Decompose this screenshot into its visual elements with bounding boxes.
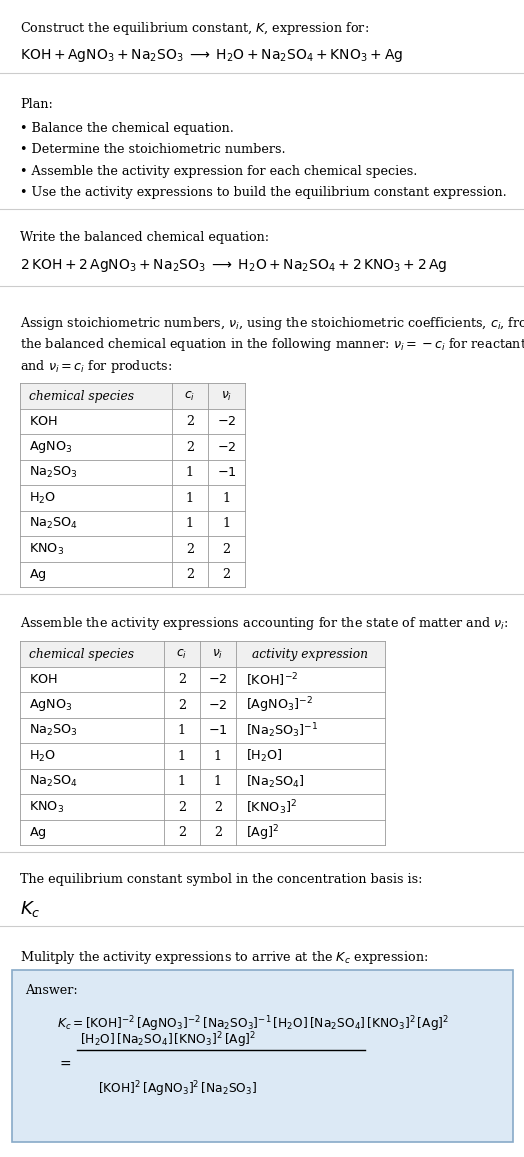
Text: $\mathrm{KOH}$: $\mathrm{KOH}$ — [29, 415, 58, 428]
Text: $-2$: $-2$ — [217, 441, 236, 454]
Text: $\mathrm{2\,KOH + 2\,AgNO_3 + Na_2SO_3 \;\longrightarrow\; H_2O + Na_2SO_4 + 2\,: $\mathrm{2\,KOH + 2\,AgNO_3 + Na_2SO_3 \… — [20, 257, 447, 274]
Text: $\nu_i$: $\nu_i$ — [212, 648, 224, 661]
Text: 1: 1 — [186, 517, 194, 530]
Text: 2: 2 — [186, 441, 194, 454]
Text: chemical species: chemical species — [29, 390, 134, 403]
Text: $K_c$: $K_c$ — [20, 899, 40, 920]
Text: 1: 1 — [214, 750, 222, 762]
Text: 1: 1 — [223, 517, 231, 530]
FancyBboxPatch shape — [12, 971, 513, 1142]
Text: 2: 2 — [178, 801, 186, 813]
Text: Assign stoichiometric numbers, $\nu_i$, using the stoichiometric coefficients, $: Assign stoichiometric numbers, $\nu_i$, … — [20, 315, 524, 332]
Text: $[\mathrm{Na_2SO_3}]^{-1}$: $[\mathrm{Na_2SO_3}]^{-1}$ — [246, 722, 318, 740]
Text: $[\mathrm{H_2O}]$: $[\mathrm{H_2O}]$ — [246, 749, 283, 765]
Text: $c_i$: $c_i$ — [184, 390, 195, 403]
Text: $-2$: $-2$ — [208, 673, 228, 686]
Text: $\mathrm{Ag}$: $\mathrm{Ag}$ — [29, 825, 47, 841]
Text: Write the balanced chemical equation:: Write the balanced chemical equation: — [20, 231, 269, 244]
Text: • Use the activity expressions to build the equilibrium constant expression.: • Use the activity expressions to build … — [20, 186, 507, 199]
Bar — [20, 383, 245, 410]
Text: 1: 1 — [214, 775, 222, 788]
Text: 1: 1 — [186, 466, 194, 479]
Text: $\mathrm{Na_2SO_3}$: $\mathrm{Na_2SO_3}$ — [29, 723, 78, 738]
Text: $\mathrm{KNO_3}$: $\mathrm{KNO_3}$ — [29, 799, 64, 815]
Text: $[\mathrm{AgNO_3}]^{-2}$: $[\mathrm{AgNO_3}]^{-2}$ — [246, 695, 313, 715]
Text: 1: 1 — [178, 724, 186, 737]
Text: Assemble the activity expressions accounting for the state of matter and $\nu_i$: Assemble the activity expressions accoun… — [20, 616, 509, 633]
Text: 2: 2 — [222, 568, 231, 581]
Text: activity expression: activity expression — [253, 648, 368, 661]
Text: 2: 2 — [178, 699, 186, 712]
Text: $\mathrm{Ag}$: $\mathrm{Ag}$ — [29, 567, 47, 583]
Text: Mulitply the activity expressions to arrive at the $K_c$ expression:: Mulitply the activity expressions to arr… — [20, 950, 428, 966]
Text: $[\mathrm{H_2O}]\,[\mathrm{Na_2SO_4}]\,[\mathrm{KNO_3}]^{2}\,[\mathrm{Ag}]^{2}$: $[\mathrm{H_2O}]\,[\mathrm{Na_2SO_4}]\,[… — [80, 1031, 256, 1051]
Text: the balanced chemical equation in the following manner: $\nu_i = -c_i$ for react: the balanced chemical equation in the fo… — [20, 337, 524, 354]
Text: The equilibrium constant symbol in the concentration basis is:: The equilibrium constant symbol in the c… — [20, 874, 422, 886]
Text: 2: 2 — [178, 673, 186, 686]
Text: $K_c = [\mathrm{KOH}]^{-2}\,[\mathrm{AgNO_3}]^{-2}\,[\mathrm{Na_2SO_3}]^{-1}\,[\: $K_c = [\mathrm{KOH}]^{-2}\,[\mathrm{AgN… — [57, 1015, 449, 1034]
Text: $\mathrm{KOH}$: $\mathrm{KOH}$ — [29, 673, 58, 686]
Text: $=$: $=$ — [57, 1055, 72, 1069]
Text: 1: 1 — [178, 775, 186, 788]
Text: $[\mathrm{Ag}]^{2}$: $[\mathrm{Ag}]^{2}$ — [246, 823, 280, 842]
Text: 2: 2 — [186, 543, 194, 555]
Text: $-1$: $-1$ — [216, 466, 236, 479]
Text: $[\mathrm{KOH}]^{2}\,[\mathrm{AgNO_3}]^{2}\,[\mathrm{Na_2SO_3}]$: $[\mathrm{KOH}]^{2}\,[\mathrm{AgNO_3}]^{… — [98, 1079, 257, 1099]
Text: • Balance the chemical equation.: • Balance the chemical equation. — [20, 121, 234, 135]
Text: 2: 2 — [186, 415, 194, 428]
Text: $\mathrm{KOH + AgNO_3 + Na_2SO_3 \;\longrightarrow\; H_2O + Na_2SO_4 + KNO_3 + A: $\mathrm{KOH + AgNO_3 + Na_2SO_3 \;\long… — [20, 47, 403, 64]
Text: $\mathrm{H_2O}$: $\mathrm{H_2O}$ — [29, 491, 56, 506]
Text: Plan:: Plan: — [20, 98, 53, 111]
Text: $-1$: $-1$ — [208, 724, 228, 737]
Text: 2: 2 — [214, 801, 222, 813]
Text: 1: 1 — [223, 492, 231, 504]
Text: $[\mathrm{KNO_3}]^{2}$: $[\mathrm{KNO_3}]^{2}$ — [246, 798, 297, 817]
Text: $\mathrm{KNO_3}$: $\mathrm{KNO_3}$ — [29, 541, 64, 557]
Text: • Determine the stoichiometric numbers.: • Determine the stoichiometric numbers. — [20, 143, 286, 156]
Text: 2: 2 — [214, 826, 222, 839]
Text: $[\mathrm{Na_2SO_4}]$: $[\mathrm{Na_2SO_4}]$ — [246, 774, 305, 790]
Text: 1: 1 — [186, 492, 194, 504]
Text: $[\mathrm{KOH}]^{-2}$: $[\mathrm{KOH}]^{-2}$ — [246, 671, 298, 688]
Text: and $\nu_i = c_i$ for products:: and $\nu_i = c_i$ for products: — [20, 358, 172, 375]
Text: $\mathrm{Na_2SO_4}$: $\mathrm{Na_2SO_4}$ — [29, 516, 78, 531]
Text: chemical species: chemical species — [29, 648, 134, 661]
Text: Construct the equilibrium constant, $K$, expression for:: Construct the equilibrium constant, $K$,… — [20, 20, 369, 37]
Text: 2: 2 — [178, 826, 186, 839]
Text: $-2$: $-2$ — [208, 699, 228, 712]
Bar — [20, 641, 385, 666]
Text: $\mathrm{AgNO_3}$: $\mathrm{AgNO_3}$ — [29, 698, 72, 713]
Text: 2: 2 — [222, 543, 231, 555]
Text: • Assemble the activity expression for each chemical species.: • Assemble the activity expression for e… — [20, 165, 418, 178]
Text: $\nu_i$: $\nu_i$ — [221, 390, 232, 403]
Text: $\mathrm{Na_2SO_4}$: $\mathrm{Na_2SO_4}$ — [29, 774, 78, 789]
Text: $\mathrm{Na_2SO_3}$: $\mathrm{Na_2SO_3}$ — [29, 465, 78, 480]
Text: $\mathrm{H_2O}$: $\mathrm{H_2O}$ — [29, 749, 56, 764]
Text: 2: 2 — [186, 568, 194, 581]
Text: $\mathrm{AgNO_3}$: $\mathrm{AgNO_3}$ — [29, 440, 72, 455]
Text: $c_i$: $c_i$ — [177, 648, 188, 661]
Text: Answer:: Answer: — [25, 985, 78, 997]
Text: 1: 1 — [178, 750, 186, 762]
Text: $-2$: $-2$ — [217, 415, 236, 428]
